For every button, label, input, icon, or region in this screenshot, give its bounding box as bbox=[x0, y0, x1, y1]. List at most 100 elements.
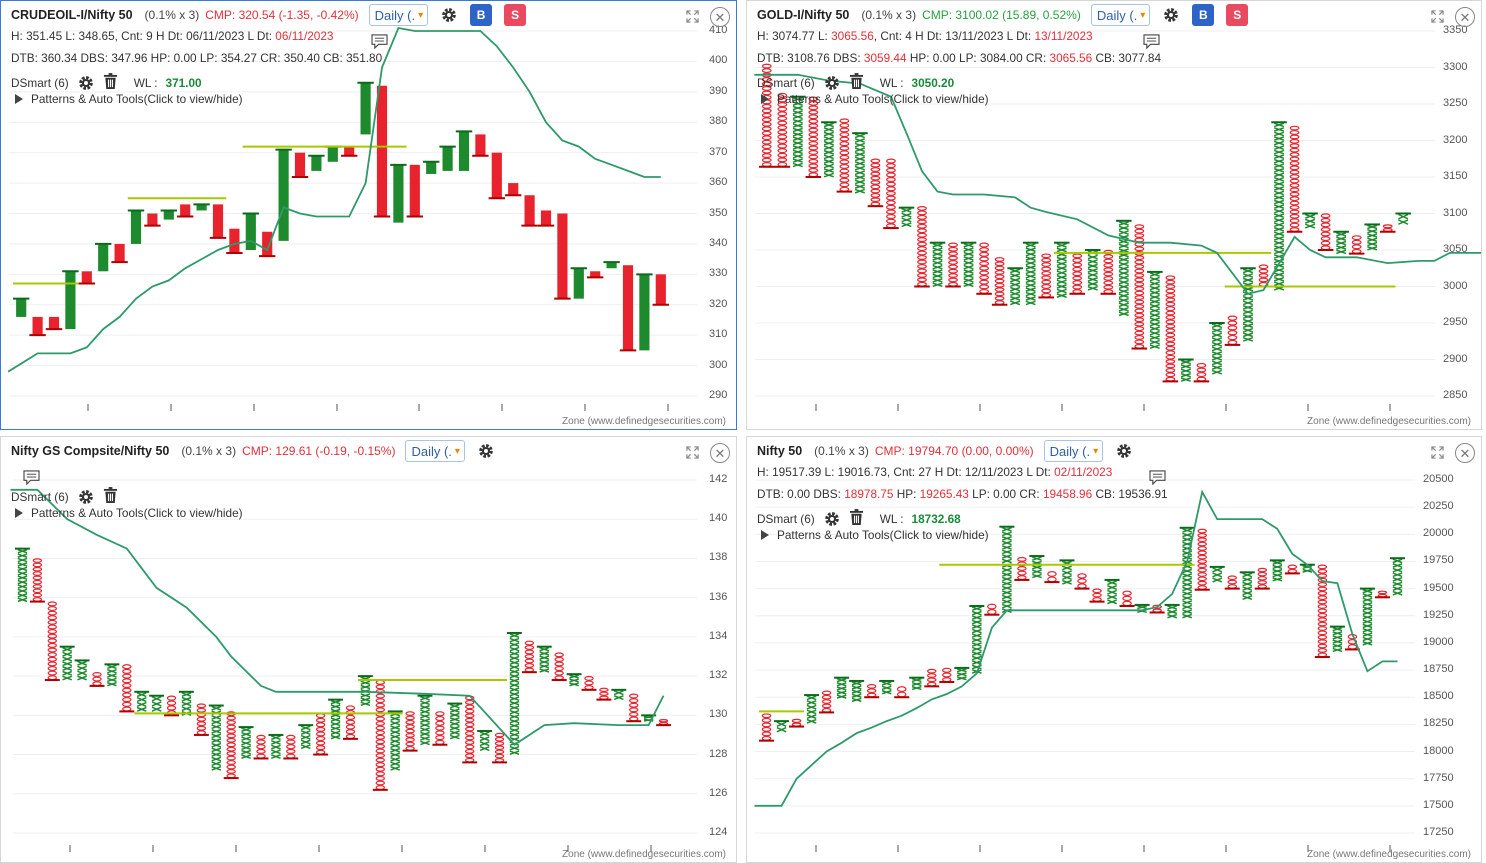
settings-gear-icon[interactable] bbox=[477, 442, 495, 460]
buy-button[interactable]: B bbox=[1192, 4, 1215, 26]
close-icon[interactable]: ✕ bbox=[710, 7, 730, 27]
patterns-toggle[interactable]: Patterns & Auto Tools(Click to view/hide… bbox=[757, 92, 989, 106]
y-tick-label: 300 bbox=[709, 358, 728, 371]
timeframe-dropdown[interactable]: Daily (. ▾ bbox=[368, 4, 429, 26]
o-column bbox=[808, 96, 819, 178]
dsmart-label[interactable]: DSmart (6) bbox=[11, 490, 69, 504]
o-column bbox=[465, 695, 475, 763]
o-column bbox=[1041, 253, 1052, 298]
o-column bbox=[994, 257, 1005, 305]
comment-icon[interactable] bbox=[23, 470, 40, 485]
wl-label: WL : bbox=[133, 76, 158, 90]
patterns-toggle[interactable]: Patterns & Auto Tools(Click to view/hide… bbox=[11, 92, 243, 106]
sell-button[interactable]: S bbox=[1226, 4, 1249, 26]
o-column bbox=[896, 686, 907, 698]
expand-icon[interactable] bbox=[686, 10, 700, 24]
cmp-value: CMP: 320.54 (-1.35, -0.42%) bbox=[205, 8, 359, 22]
o-column bbox=[839, 118, 850, 192]
timeframe-label: Daily (. bbox=[1096, 7, 1138, 23]
o-column bbox=[524, 640, 535, 673]
chart-plot[interactable] bbox=[1, 1, 737, 430]
comment-icon[interactable] bbox=[1149, 470, 1166, 485]
delete-icon[interactable] bbox=[849, 509, 864, 529]
x-column bbox=[151, 696, 162, 712]
symbol-name: Nifty 50 bbox=[757, 444, 803, 458]
chevron-down-icon: ▾ bbox=[1093, 445, 1099, 457]
x-column bbox=[245, 213, 256, 250]
dsmart-settings-icon[interactable] bbox=[823, 74, 841, 92]
y-tick-label: 20500 bbox=[1423, 473, 1454, 485]
patterns-label: Patterns & Auto Tools(Click to view/hide… bbox=[777, 528, 989, 542]
o-column bbox=[32, 558, 43, 602]
x-column bbox=[327, 146, 338, 162]
info-text: 18978.75 bbox=[844, 487, 894, 501]
x-column bbox=[136, 692, 147, 712]
chart-panel-nifty-gs[interactable]: 142 140 138 136 134 132 130 128 126 124 Nifty GS C… bbox=[0, 436, 737, 863]
chart-panel-crudeoil[interactable]: 410 400 390 380 370 360 350 340 330 320 310 300 290 C… bbox=[0, 0, 737, 430]
delete-icon[interactable] bbox=[849, 73, 864, 93]
x-column bbox=[420, 696, 430, 746]
dsmart-row: DSmart (6) bbox=[11, 487, 118, 507]
x-column bbox=[539, 646, 550, 673]
x-column bbox=[606, 262, 617, 269]
delete-icon[interactable] bbox=[103, 73, 118, 93]
settings-gear-icon[interactable] bbox=[1162, 6, 1180, 24]
o-column bbox=[622, 265, 634, 351]
sell-button[interactable]: S bbox=[504, 4, 527, 26]
x-column bbox=[442, 146, 453, 171]
zone-watermark: Zone (www.definedgesecurities.com) bbox=[1307, 416, 1471, 427]
symbol-name: CRUDEOIL-I/Nifty 50 bbox=[11, 8, 133, 22]
dsmart-settings-icon[interactable] bbox=[77, 74, 95, 92]
o-column bbox=[584, 675, 594, 691]
dsmart-label[interactable]: DSmart (6) bbox=[757, 512, 815, 526]
expand-icon[interactable] bbox=[1431, 446, 1445, 460]
expand-icon[interactable] bbox=[1431, 10, 1445, 24]
caret-right-icon bbox=[761, 530, 769, 540]
info-line-1: H: 3074.77 L: 3065.56, Cnt: 4 H Dt: 13/1… bbox=[757, 29, 1093, 43]
o-column bbox=[262, 231, 273, 257]
buy-button[interactable]: B bbox=[470, 4, 493, 26]
delete-icon[interactable] bbox=[103, 487, 118, 507]
o-column bbox=[286, 734, 296, 759]
dsmart-row: DSmart (6) WL : 3050.20 bbox=[757, 73, 954, 93]
comment-icon[interactable] bbox=[1143, 34, 1160, 49]
chart-panel-nifty50[interactable]: 20500 20250 20000 19750 19500 19250 19000 18750… bbox=[746, 436, 1482, 863]
wl-value: 18732.68 bbox=[911, 512, 961, 526]
y-tick-label: 390 bbox=[709, 84, 728, 97]
close-icon[interactable]: ✕ bbox=[1455, 7, 1475, 27]
comment-icon[interactable] bbox=[371, 34, 388, 49]
x-column bbox=[963, 242, 974, 288]
timeframe-dropdown[interactable]: Daily (. ▾ bbox=[1043, 440, 1104, 462]
patterns-toggle[interactable]: Patterns & Auto Tools(Click to view/hide… bbox=[757, 528, 989, 542]
x-column bbox=[163, 210, 174, 220]
dsmart-settings-icon[interactable] bbox=[77, 488, 95, 506]
patterns-toggle[interactable]: Patterns & Auto Tools(Click to view/hide… bbox=[11, 506, 243, 520]
dsmart-label[interactable]: DSmart (6) bbox=[11, 76, 69, 90]
timeframe-dropdown[interactable]: Daily (. ▾ bbox=[1090, 4, 1151, 26]
chart-plot[interactable] bbox=[1, 437, 737, 863]
x-column bbox=[1336, 232, 1347, 255]
chart-plot[interactable] bbox=[747, 1, 1482, 430]
y-tick-label: 2950 bbox=[1443, 316, 1468, 328]
chart-panel-gold[interactable]: 3350 3300 3250 3200 3150 3100 3050 3000 2950 2900… bbox=[746, 0, 1482, 430]
close-icon[interactable]: ✕ bbox=[710, 443, 730, 463]
o-column bbox=[629, 693, 639, 722]
dsmart-label[interactable]: DSmart (6) bbox=[757, 76, 815, 90]
o-column bbox=[791, 718, 802, 727]
timeframe-label: Daily (. bbox=[374, 7, 416, 23]
patterns-label: Patterns & Auto Tools(Click to view/hide… bbox=[31, 92, 243, 106]
settings-gear-icon[interactable] bbox=[440, 6, 458, 24]
timeframe-dropdown[interactable]: Daily (. ▾ bbox=[405, 440, 465, 462]
y-tick-label: 330 bbox=[709, 267, 728, 280]
o-column bbox=[1317, 564, 1328, 658]
expand-icon[interactable] bbox=[686, 446, 700, 460]
close-icon[interactable]: ✕ bbox=[1455, 443, 1475, 463]
o-column bbox=[256, 734, 266, 759]
chart-plot[interactable] bbox=[747, 437, 1482, 863]
info-text: LP: 0.00 CR: bbox=[968, 487, 1043, 501]
o-column bbox=[345, 705, 356, 740]
o-column bbox=[344, 146, 355, 156]
settings-gear-icon[interactable] bbox=[1115, 442, 1133, 460]
dsmart-settings-icon[interactable] bbox=[823, 510, 841, 528]
o-column bbox=[1377, 590, 1388, 598]
